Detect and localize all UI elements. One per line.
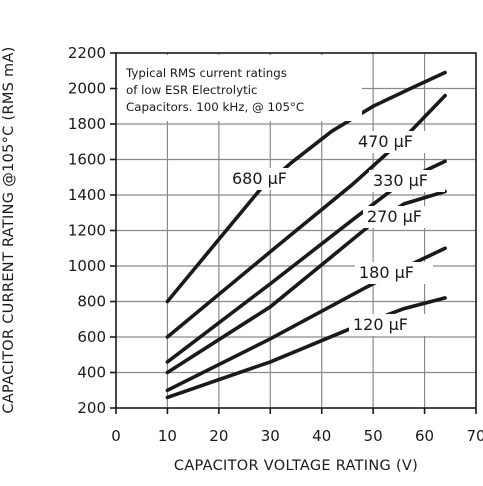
curve-470uf (165, 93, 447, 339)
x-tick-label: 10 (158, 427, 177, 445)
curve-labels: 680 μF 470 μF 330 μF 270 μF 180 μF 120 μF (228, 131, 451, 336)
y-tick-label: 2200 (68, 44, 106, 62)
curve-label: 180 μF (359, 263, 414, 282)
curve-label: 270 μF (367, 207, 422, 226)
x-tick-label: 40 (312, 427, 331, 445)
y-tick-label: 1400 (68, 186, 106, 204)
curve-label: 680 μF (232, 169, 287, 188)
y-tick-label: 2000 (68, 80, 106, 98)
x-tick-label: 30 (261, 427, 280, 445)
x-tick-label: 20 (209, 427, 228, 445)
y-tick-label: 1800 (68, 115, 106, 133)
annotation-box: Typical RMS current ratings of low ESR E… (118, 55, 362, 121)
x-tick-label: 70 (466, 427, 483, 445)
curve-label-background (363, 206, 451, 228)
x-tick-label: 0 (111, 427, 121, 445)
curve-120uf (165, 296, 447, 400)
annotation-line-1: Typical RMS current ratings (125, 66, 287, 80)
annotation-line-2: of low ESR Electrolytic (126, 83, 257, 97)
y-tick-label: 800 (77, 293, 106, 311)
curve-label-background (355, 262, 433, 284)
y-axis-title: CAPACITOR CURRENT RATING @105°C (RMS mA) (1, 46, 17, 413)
y-tick-label: 200 (77, 399, 106, 417)
y-tick-label: 1000 (68, 257, 106, 275)
annotation-background (118, 55, 362, 121)
curve-label-background (354, 131, 430, 153)
curve-180uf (165, 246, 447, 393)
y-tick-label: 1600 (68, 151, 106, 169)
curve-label-background (349, 314, 427, 336)
x-tick-label: 60 (415, 427, 434, 445)
curve-label: 330 μF (373, 171, 428, 190)
annotation-line-3: Capacitors. 100 kHz, @ 105°C (126, 100, 304, 114)
curve-label-background (369, 170, 445, 192)
curve-label: 470 μF (358, 132, 413, 151)
x-tick-label: 50 (364, 427, 383, 445)
y-tick-label: 1200 (68, 222, 106, 240)
curve-label-background (228, 168, 314, 190)
y-axis-ticks: 200 400 600 800 1000 1200 1400 1600 1800 2000 2200 (68, 44, 116, 417)
y-tick-label: 400 (77, 364, 106, 382)
x-axis-ticks: 0 10 20 30 40 50 60 70 (111, 408, 483, 445)
curve-label: 120 μF (353, 315, 408, 334)
y-tick-label: 600 (77, 328, 106, 346)
x-axis-title: CAPACITOR VOLTAGE RATING (V) (174, 458, 418, 474)
curves (165, 70, 447, 400)
